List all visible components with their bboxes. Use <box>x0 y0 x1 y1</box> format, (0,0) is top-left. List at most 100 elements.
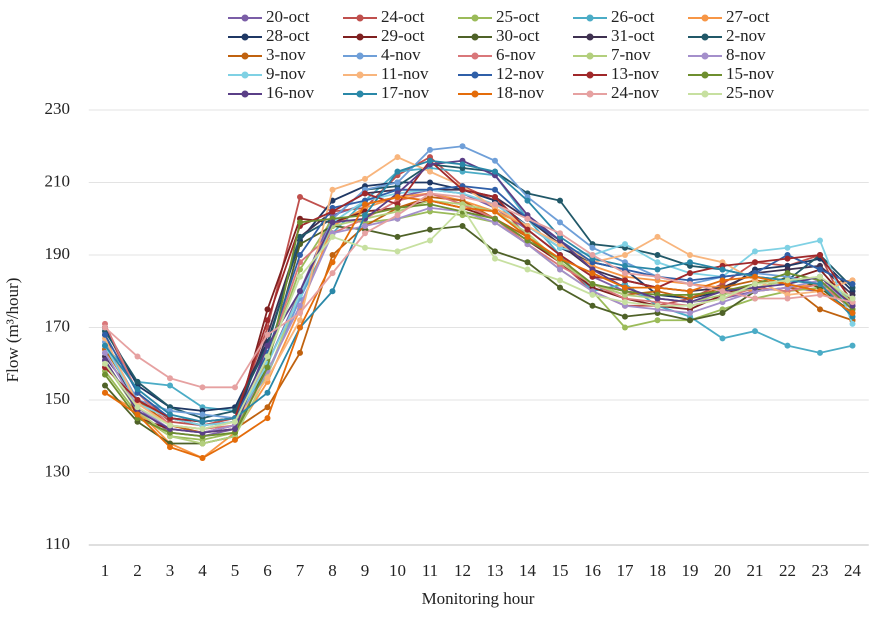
data-point <box>752 259 758 266</box>
data-point <box>329 259 336 266</box>
legend-label: 29-oct <box>381 26 425 45</box>
legend-label: 7-nov <box>611 45 651 64</box>
x-tick-label: 11 <box>422 561 438 580</box>
series-line <box>104 159 854 423</box>
data-point <box>524 266 531 273</box>
data-point <box>719 288 726 295</box>
legend-marker <box>471 33 479 41</box>
data-point <box>492 168 498 175</box>
data-point <box>394 248 401 255</box>
data-point <box>784 244 791 251</box>
data-point <box>557 284 563 291</box>
data-point <box>167 444 173 451</box>
data-point <box>264 415 271 422</box>
data-point <box>687 302 693 309</box>
x-tick-label: 8 <box>328 561 337 580</box>
data-point <box>817 306 823 313</box>
legend-label: 25-nov <box>726 83 775 102</box>
data-point <box>362 175 368 182</box>
legend-label: 17-nov <box>381 83 430 102</box>
legend-label: 15-nov <box>726 64 775 83</box>
data-point <box>329 252 336 258</box>
data-point <box>232 426 238 432</box>
x-tick-label: 2 <box>133 561 142 580</box>
data-point <box>687 259 693 266</box>
legend-marker <box>586 33 594 41</box>
data-point <box>719 310 726 316</box>
data-point <box>492 248 498 255</box>
data-point <box>394 204 401 211</box>
data-point <box>102 382 108 389</box>
data-point <box>654 284 661 291</box>
data-point <box>752 281 758 287</box>
x-tick-label: 4 <box>198 561 207 580</box>
legend-marker <box>356 33 364 41</box>
data-point <box>654 252 661 258</box>
data-point <box>232 418 238 425</box>
data-point <box>362 223 368 229</box>
legend-marker <box>356 90 364 98</box>
data-point <box>102 324 108 331</box>
data-point <box>492 157 498 164</box>
data-point <box>589 302 596 309</box>
data-point <box>524 233 531 240</box>
data-point <box>719 277 726 284</box>
data-point <box>459 223 466 229</box>
data-point <box>102 371 108 378</box>
data-point <box>297 273 303 280</box>
data-point <box>427 146 433 153</box>
data-point <box>394 212 401 219</box>
data-point <box>297 302 303 309</box>
legend-label: 24-oct <box>381 7 425 26</box>
data-point <box>784 295 791 302</box>
data-point <box>492 194 498 200</box>
data-point <box>589 291 596 298</box>
data-point <box>654 273 661 280</box>
data-point <box>817 273 823 280</box>
data-point <box>654 317 661 324</box>
data-point <box>784 342 791 349</box>
data-point <box>297 252 303 258</box>
series-line <box>104 145 853 420</box>
data-point <box>427 226 433 233</box>
data-point <box>524 215 531 222</box>
data-point <box>687 317 693 324</box>
legend-label: 28-oct <box>266 26 310 45</box>
data-point <box>622 241 628 248</box>
data-point <box>264 306 271 313</box>
data-point <box>719 295 726 302</box>
data-point <box>557 266 563 273</box>
x-tick-label: 5 <box>231 561 240 580</box>
data-point <box>394 154 401 161</box>
y-tick-label: 230 <box>45 99 71 118</box>
data-point <box>199 426 206 432</box>
y-tick-label: 170 <box>45 316 71 335</box>
legend-label: 31-oct <box>611 26 655 45</box>
legend-label: 18-nov <box>496 83 545 102</box>
data-point <box>589 281 596 287</box>
data-point <box>492 255 498 262</box>
data-point <box>264 317 271 324</box>
data-point <box>817 291 823 298</box>
legend-marker <box>471 71 479 79</box>
legend-label: 11-nov <box>381 64 429 83</box>
data-point <box>264 404 271 411</box>
data-point <box>134 411 141 418</box>
data-point <box>459 161 466 168</box>
x-tick-label: 6 <box>263 561 272 580</box>
legend-marker <box>586 52 594 60</box>
x-tick-label: 23 <box>812 561 829 580</box>
legend-marker <box>356 14 364 22</box>
legend-label: 25-oct <box>496 7 540 26</box>
data-point <box>752 273 758 280</box>
data-point <box>102 342 108 349</box>
legend-marker <box>241 90 249 98</box>
data-point <box>167 375 173 382</box>
data-point <box>329 219 336 226</box>
data-point <box>297 233 303 240</box>
data-point <box>102 360 108 367</box>
series-line <box>104 206 854 434</box>
data-point <box>622 252 628 258</box>
data-point <box>459 186 466 193</box>
data-point <box>329 270 336 277</box>
